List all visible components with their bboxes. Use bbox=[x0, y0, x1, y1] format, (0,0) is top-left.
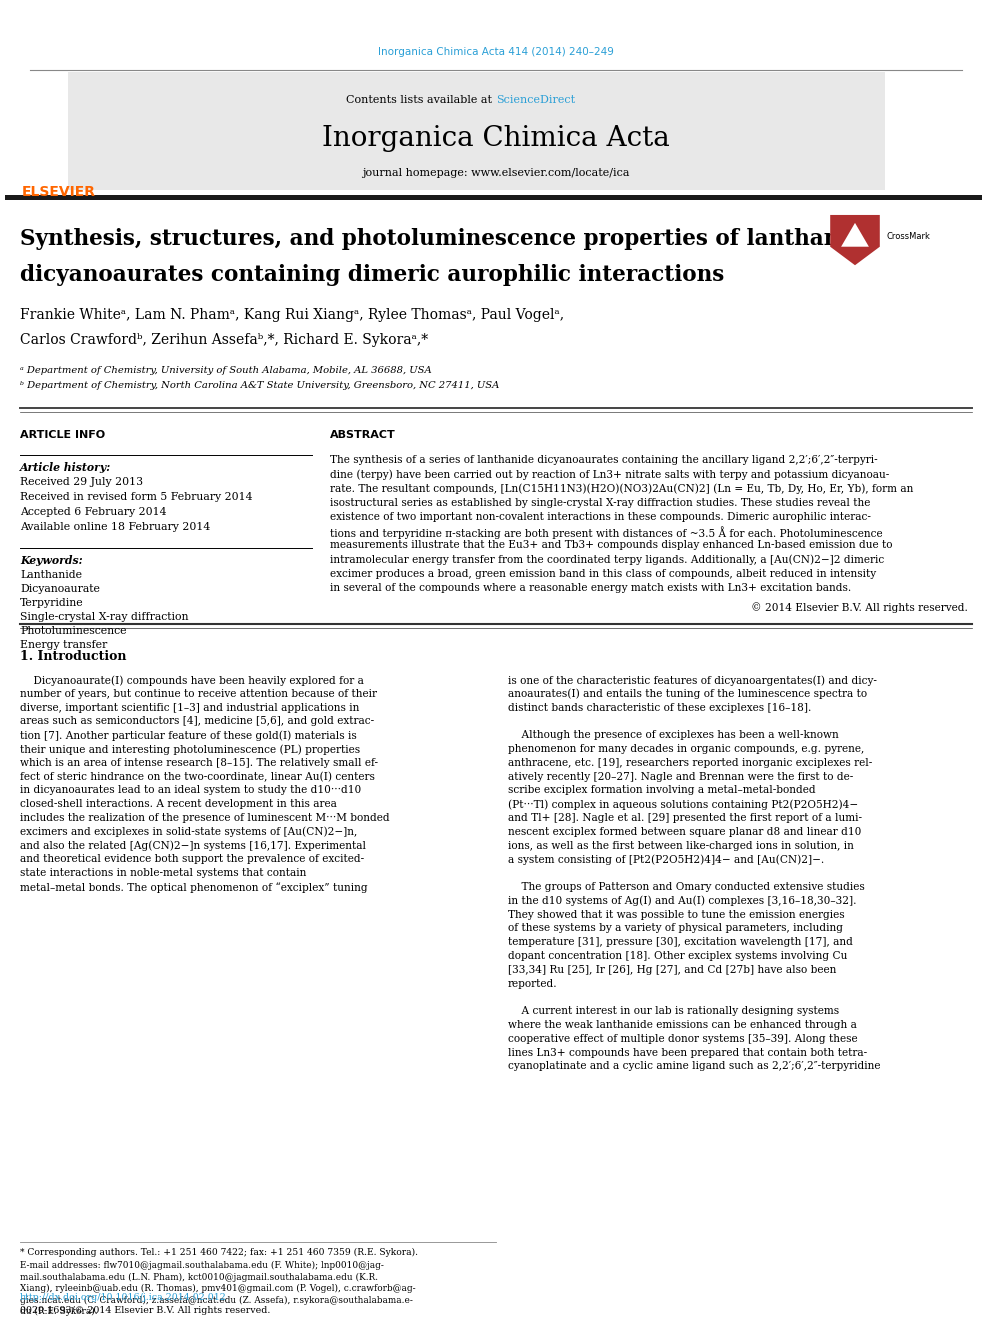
Text: dopant concentration [18]. Other exciplex systems involving Cu: dopant concentration [18]. Other exciple… bbox=[508, 951, 847, 960]
Text: Dicyanoaurate(I) compounds have been heavily explored for a: Dicyanoaurate(I) compounds have been hea… bbox=[20, 675, 364, 685]
Text: 1. Introduction: 1. Introduction bbox=[20, 650, 127, 663]
Text: in dicyanoaurates lead to an ideal system to study the d10···d10: in dicyanoaurates lead to an ideal syste… bbox=[20, 786, 361, 795]
Text: The groups of Patterson and Omary conducted extensive studies: The groups of Patterson and Omary conduc… bbox=[508, 882, 865, 892]
Text: a system consisting of [Pt2(P2O5H2)4]4− and [Au(CN)2]−.: a system consisting of [Pt2(P2O5H2)4]4− … bbox=[508, 855, 824, 865]
Text: fect of steric hindrance on the two-coordinate, linear Au(I) centers: fect of steric hindrance on the two-coor… bbox=[20, 771, 375, 782]
Text: ᵇ Department of Chemistry, North Carolina A&T State University, Greensboro, NC 2: ᵇ Department of Chemistry, North Carolin… bbox=[20, 381, 499, 390]
Text: Accepted 6 February 2014: Accepted 6 February 2014 bbox=[20, 507, 167, 517]
Text: temperature [31], pressure [30], excitation wavelength [17], and: temperature [31], pressure [30], excitat… bbox=[508, 937, 853, 947]
Text: includes the realization of the presence of luminescent M···M bonded: includes the realization of the presence… bbox=[20, 814, 390, 823]
Text: excimer produces a broad, green emission band in this class of compounds, albeit: excimer produces a broad, green emission… bbox=[330, 569, 876, 578]
Text: mail.southalabama.edu (L.N. Pham), kct0010@jagmail.southalabama.edu (K.R.: mail.southalabama.edu (L.N. Pham), kct00… bbox=[20, 1273, 378, 1282]
Text: Carlos Crawfordᵇ, Zerihun Assefaᵇ,*, Richard E. Sykoraᵃ,*: Carlos Crawfordᵇ, Zerihun Assefaᵇ,*, Ric… bbox=[20, 333, 429, 347]
Text: rate. The resultant compounds, [Ln(C15H11N3)(H2O)(NO3)2Au(CN)2] (Ln = Eu, Tb, Dy: rate. The resultant compounds, [Ln(C15H1… bbox=[330, 483, 914, 493]
Text: Available online 18 February 2014: Available online 18 February 2014 bbox=[20, 523, 210, 532]
Text: of these systems by a variety of physical parameters, including: of these systems by a variety of physica… bbox=[508, 923, 843, 934]
Text: Energy transfer: Energy transfer bbox=[20, 640, 107, 650]
Text: CrossMark: CrossMark bbox=[887, 232, 930, 241]
Text: intramolecular energy transfer from the coordinated terpy ligands. Additionally,: intramolecular energy transfer from the … bbox=[330, 554, 884, 565]
Text: * Corresponding authors. Tel.: +1 251 460 7422; fax: +1 251 460 7359 (R.E. Sykor: * Corresponding authors. Tel.: +1 251 46… bbox=[20, 1248, 418, 1257]
Text: and also the related [Ag(CN)2−]n systems [16,17]. Experimental: and also the related [Ag(CN)2−]n systems… bbox=[20, 840, 366, 851]
Bar bbox=[5, 194, 982, 200]
Text: ELSEVIER: ELSEVIER bbox=[22, 185, 96, 198]
Text: dine (terpy) have been carried out by reaction of Ln3+ nitrate salts with terpy : dine (terpy) have been carried out by re… bbox=[330, 470, 889, 480]
Text: Keywords:: Keywords: bbox=[20, 556, 82, 566]
Text: is one of the characteristic features of dicyanoargentates(I) and dicy-: is one of the characteristic features of… bbox=[508, 675, 877, 685]
Text: (Pt···Tl) complex in aqueous solutions containing Pt2(P2O5H2)4−: (Pt···Tl) complex in aqueous solutions c… bbox=[508, 799, 858, 810]
Text: distinct bands characteristic of these exciplexes [16–18].: distinct bands characteristic of these e… bbox=[508, 703, 811, 713]
Text: Inorganica Chimica Acta: Inorganica Chimica Acta bbox=[322, 124, 670, 152]
Text: in the d10 systems of Ag(I) and Au(I) complexes [3,16–18,30–32].: in the d10 systems of Ag(I) and Au(I) co… bbox=[508, 896, 856, 906]
Polygon shape bbox=[841, 222, 869, 246]
Text: They showed that it was possible to tune the emission energies: They showed that it was possible to tune… bbox=[508, 910, 844, 919]
Text: their unique and interesting photoluminescence (PL) properties: their unique and interesting photolumine… bbox=[20, 744, 360, 754]
Text: diverse, important scientific [1–3] and industrial applications in: diverse, important scientific [1–3] and … bbox=[20, 703, 359, 713]
Text: Received 29 July 2013: Received 29 July 2013 bbox=[20, 478, 143, 487]
Text: which is an area of intense research [8–15]. The relatively small ef-: which is an area of intense research [8–… bbox=[20, 758, 378, 767]
Text: du (R.E. Sykora).: du (R.E. Sykora). bbox=[20, 1307, 97, 1316]
Text: metal–metal bonds. The optical phenomenon of “exciplex” tuning: metal–metal bonds. The optical phenomeno… bbox=[20, 882, 368, 893]
Text: 0020-1693/© 2014 Elsevier B.V. All rights reserved.: 0020-1693/© 2014 Elsevier B.V. All right… bbox=[20, 1306, 271, 1315]
Text: Xiang), ryleeinb@uab.edu (R. Thomas), pmv401@gmail.com (P. Vogel), c.crawforb@ag: Xiang), ryleeinb@uab.edu (R. Thomas), pm… bbox=[20, 1285, 416, 1293]
Text: journal homepage: www.elsevier.com/locate/ica: journal homepage: www.elsevier.com/locat… bbox=[362, 168, 630, 179]
Text: measurements illustrate that the Eu3+ and Tb3+ compounds display enhanced Ln-bas: measurements illustrate that the Eu3+ an… bbox=[330, 540, 893, 550]
Text: and theoretical evidence both support the prevalence of excited-: and theoretical evidence both support th… bbox=[20, 855, 364, 864]
Text: Inorganica Chimica Acta 414 (2014) 240–249: Inorganica Chimica Acta 414 (2014) 240–2… bbox=[378, 48, 614, 57]
Text: anthracene, etc. [19], researchers reported inorganic exciplexes rel-: anthracene, etc. [19], researchers repor… bbox=[508, 758, 872, 767]
Text: Single-crystal X-ray diffraction: Single-crystal X-ray diffraction bbox=[20, 613, 188, 622]
Text: Synthesis, structures, and photoluminescence properties of lanthanide: Synthesis, structures, and photoluminesc… bbox=[20, 228, 876, 250]
Text: tion [7]. Another particular feature of these gold(I) materials is: tion [7]. Another particular feature of … bbox=[20, 730, 357, 741]
Text: Terpyridine: Terpyridine bbox=[20, 598, 83, 609]
Text: gies.ncat.edu (C. Crawford), z.assefa@ncat.edu (Z. Assefa), r.sykora@southalabam: gies.ncat.edu (C. Crawford), z.assefa@nc… bbox=[20, 1295, 413, 1304]
Text: ions, as well as the first between like-charged ions in solution, in: ions, as well as the first between like-… bbox=[508, 840, 854, 851]
Text: in several of the compounds where a reasonable energy match exists with Ln3+ exc: in several of the compounds where a reas… bbox=[330, 583, 851, 593]
Text: nescent exciplex formed between square planar d8 and linear d10: nescent exciplex formed between square p… bbox=[508, 827, 861, 837]
Text: E-mail addresses: flw7010@jagmail.southalabama.edu (F. White); lnp0010@jag-: E-mail addresses: flw7010@jagmail.southa… bbox=[20, 1261, 384, 1270]
Text: and Tl+ [28]. Nagle et al. [29] presented the first report of a lumi-: and Tl+ [28]. Nagle et al. [29] presente… bbox=[508, 814, 862, 823]
Text: A current interest in our lab is rationally designing systems: A current interest in our lab is rationa… bbox=[508, 1007, 839, 1016]
Text: [33,34] Ru [25], Ir [26], Hg [27], and Cd [27b] have also been: [33,34] Ru [25], Ir [26], Hg [27], and C… bbox=[508, 964, 836, 975]
Text: state interactions in noble-metal systems that contain: state interactions in noble-metal system… bbox=[20, 868, 307, 878]
Text: excimers and exciplexes in solid-state systems of [Au(CN)2−]n,: excimers and exciplexes in solid-state s… bbox=[20, 827, 357, 837]
Text: http://dx.doi.org/10.1016/j.ica.2014.02.012: http://dx.doi.org/10.1016/j.ica.2014.02.… bbox=[20, 1293, 227, 1302]
Text: areas such as semiconductors [4], medicine [5,6], and gold extrac-: areas such as semiconductors [4], medici… bbox=[20, 716, 374, 726]
Text: Photoluminescence: Photoluminescence bbox=[20, 626, 127, 636]
Text: isostructural series as established by single-crystal X-ray diffraction studies.: isostructural series as established by s… bbox=[330, 497, 870, 508]
Text: Contents lists available at: Contents lists available at bbox=[346, 95, 496, 105]
Text: ARTICLE INFO: ARTICLE INFO bbox=[20, 430, 105, 441]
Text: Frankie Whiteᵃ, Lam N. Phamᵃ, Kang Rui Xiangᵃ, Rylee Thomasᵃ, Paul Vogelᵃ,: Frankie Whiteᵃ, Lam N. Phamᵃ, Kang Rui X… bbox=[20, 308, 564, 321]
Text: ᵃ Department of Chemistry, University of South Alabama, Mobile, AL 36688, USA: ᵃ Department of Chemistry, University of… bbox=[20, 366, 432, 374]
Text: ScienceDirect: ScienceDirect bbox=[496, 95, 575, 105]
FancyBboxPatch shape bbox=[68, 71, 885, 191]
Text: atively recently [20–27]. Nagle and Brennan were the first to de-: atively recently [20–27]. Nagle and Bren… bbox=[508, 771, 853, 782]
Text: number of years, but continue to receive attention because of their: number of years, but continue to receive… bbox=[20, 689, 377, 699]
Text: tions and terpyridine π-stacking are both present with distances of ~3.5 Å for e: tions and terpyridine π-stacking are bot… bbox=[330, 527, 883, 538]
Text: reported.: reported. bbox=[508, 979, 558, 988]
Text: lines Ln3+ compounds have been prepared that contain both tetra-: lines Ln3+ compounds have been prepared … bbox=[508, 1048, 867, 1057]
Polygon shape bbox=[830, 214, 880, 265]
Text: Lanthanide: Lanthanide bbox=[20, 570, 82, 579]
Text: closed-shell interactions. A recent development in this area: closed-shell interactions. A recent deve… bbox=[20, 799, 337, 810]
Text: existence of two important non-covalent interactions in these compounds. Dimeric: existence of two important non-covalent … bbox=[330, 512, 871, 521]
Text: ABSTRACT: ABSTRACT bbox=[330, 430, 396, 441]
Text: Received in revised form 5 February 2014: Received in revised form 5 February 2014 bbox=[20, 492, 253, 501]
Text: Article history:: Article history: bbox=[20, 462, 111, 474]
Text: phenomenon for many decades in organic compounds, e.g. pyrene,: phenomenon for many decades in organic c… bbox=[508, 744, 864, 754]
Text: Dicyanoaurate: Dicyanoaurate bbox=[20, 583, 100, 594]
Text: where the weak lanthanide emissions can be enhanced through a: where the weak lanthanide emissions can … bbox=[508, 1020, 857, 1031]
Text: The synthesis of a series of lanthanide dicyanoaurates containing the ancillary : The synthesis of a series of lanthanide … bbox=[330, 455, 878, 464]
Text: © 2014 Elsevier B.V. All rights reserved.: © 2014 Elsevier B.V. All rights reserved… bbox=[751, 602, 968, 613]
Text: anoaurates(I) and entails the tuning of the luminescence spectra to: anoaurates(I) and entails the tuning of … bbox=[508, 689, 867, 700]
Text: cooperative effect of multiple donor systems [35–39]. Along these: cooperative effect of multiple donor sys… bbox=[508, 1033, 858, 1044]
Text: Although the presence of exciplexes has been a well-known: Although the presence of exciplexes has … bbox=[508, 730, 839, 740]
Text: dicyanoaurates containing dimeric aurophilic interactions: dicyanoaurates containing dimeric auroph… bbox=[20, 265, 724, 286]
Text: scribe exciplex formation involving a metal–metal-bonded: scribe exciplex formation involving a me… bbox=[508, 786, 815, 795]
Text: cyanoplatinate and a cyclic amine ligand such as 2,2′;6′,2″-terpyridine: cyanoplatinate and a cyclic amine ligand… bbox=[508, 1061, 881, 1072]
